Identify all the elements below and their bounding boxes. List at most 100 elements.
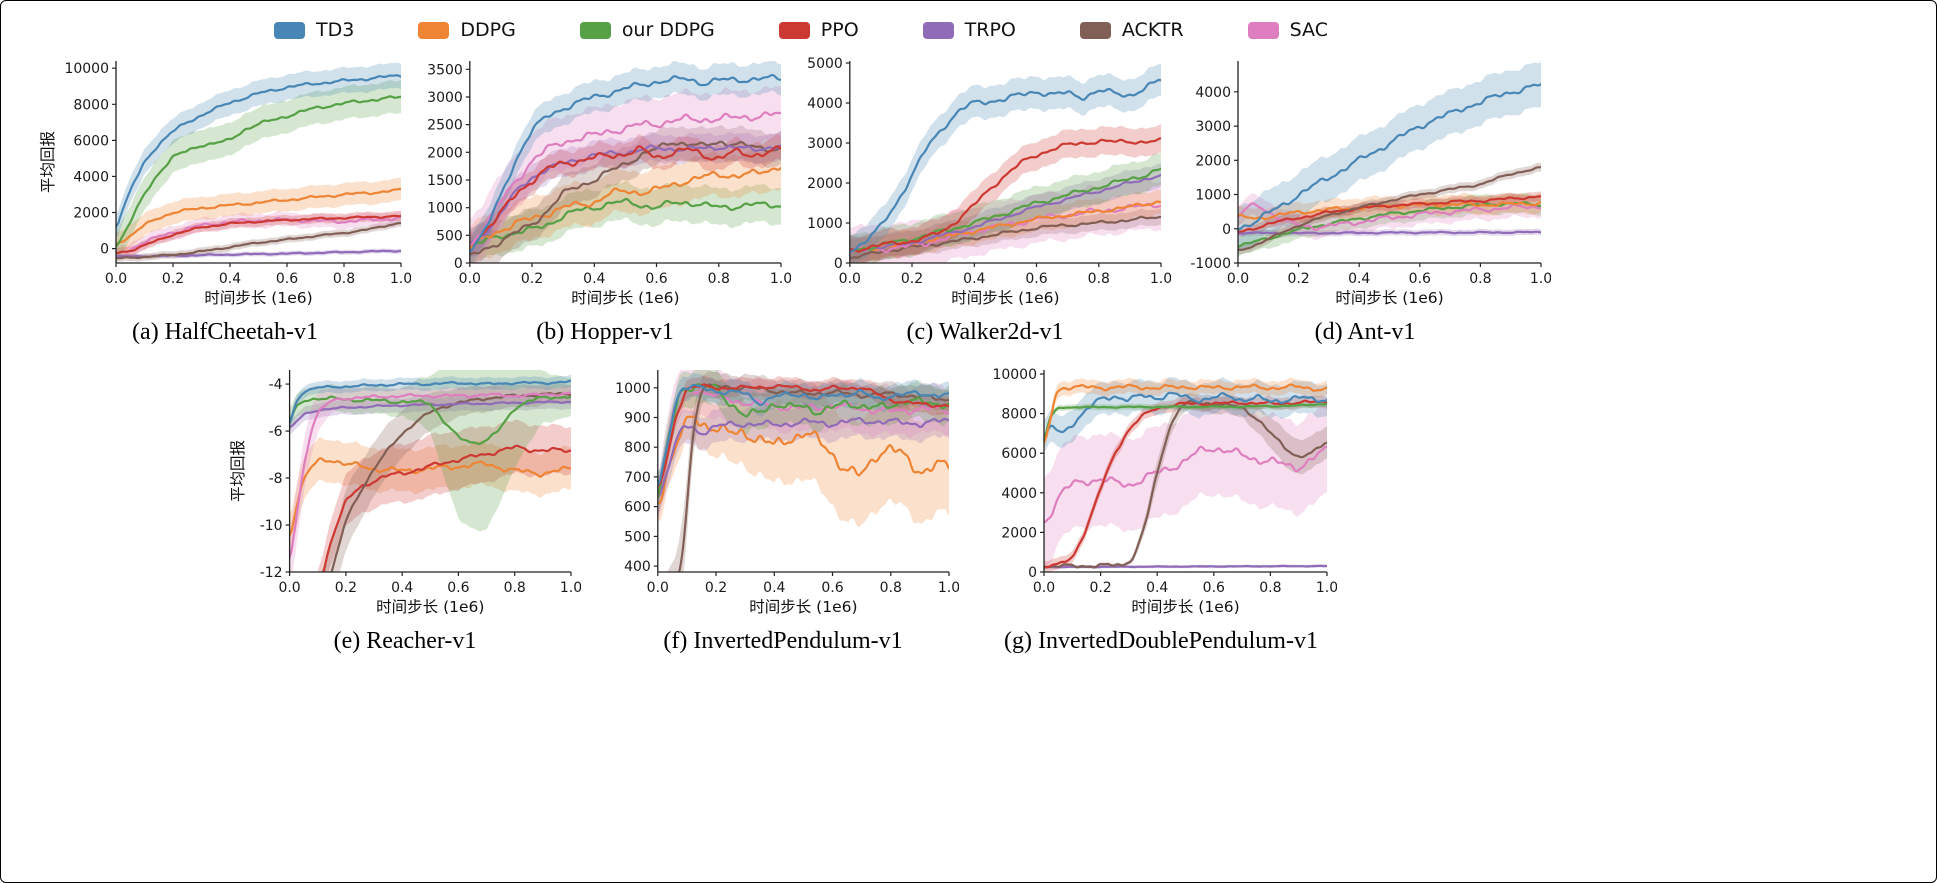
legend-swatch-td3: [274, 21, 306, 39]
y-tick-label: 1000: [807, 216, 843, 232]
y-tick-label: 4000: [73, 169, 109, 185]
y-tick-label: 4000: [807, 96, 843, 112]
y-tick-label: 800: [624, 440, 651, 456]
x-tick-label: 0.4: [391, 580, 413, 596]
legend-item-our-ddpg: our DDPG: [579, 19, 715, 41]
x-tick-label: 0.6: [645, 271, 667, 287]
invertedpendulum-sac-band: [657, 370, 949, 522]
halfcheetah-sac-band: [116, 210, 401, 260]
x-axis-label: 时间步长 (1e6): [1131, 598, 1239, 616]
x-axis-label: 时间步长 (1e6): [951, 289, 1059, 307]
y-tick-label: 2000: [73, 206, 109, 222]
y-tick-label: -8: [269, 471, 283, 487]
x-tick-label: 1.0: [1316, 580, 1337, 596]
chart-block-inverteddoublependulum: 0 2000 4000 6000 8000 10000 0.0 0.2 0.4 0.6 0.8 1.0…: [985, 362, 1337, 655]
hopper-ppo-line: [469, 145, 782, 246]
y-tick-label: 0: [1222, 222, 1231, 238]
chart-block-invertedpendulum: 400 500 600 700 800 900 1000 0.0 0.2 0.4 0.6 0.8 1.0…: [607, 362, 959, 655]
y-tick-label: 1000: [427, 201, 463, 217]
x-tick-label: 0.4: [1348, 271, 1370, 287]
halfcheetah-ddpg-line: [116, 187, 401, 245]
y-tick-label: 900: [624, 411, 651, 427]
reacher-td3-line: [289, 379, 571, 424]
x-tick-label: 0.8: [1469, 271, 1491, 287]
ant-td3-line: [1238, 83, 1541, 231]
reacher-ddpg-line: [289, 457, 571, 537]
chart-row-2: -12 -10 -8 -6 -4 0.0 0.2 0.4 0.6 0.8 1.0 时间步长 (1e6)…: [1, 362, 1601, 655]
legend-swatch-acktr: [1079, 21, 1111, 39]
y-tick-label: 600: [624, 500, 651, 516]
walker2d-td3-line: [849, 78, 1162, 253]
inverteddoublependulum-sac-band: [1044, 401, 1327, 569]
chart-ant: -1000 0 1000 2000 3000 4000 0.0 0.2 0.4 0.6 0.8 1.0…: [1190, 61, 1551, 307]
legend-item-acktr: ACKTR: [1079, 19, 1184, 41]
walker2d-our-ddpg-line: [849, 167, 1162, 252]
x-tick-label: 0.8: [504, 580, 526, 596]
x-tick-label: 0.8: [1088, 271, 1110, 287]
invertedpendulum-trpo-band: [657, 401, 949, 514]
invertedpendulum-trpo-line: [657, 416, 950, 499]
invertedpendulum-ppo-band: [657, 375, 949, 496]
x-tick-label: 0.6: [447, 580, 469, 596]
chart-halfcheetah: 0 2000 4000 6000 8000 10000 0.0 0.2 0.4 0.6 0.8 1.0…: [39, 61, 411, 307]
x-tick-label: 0.4: [1146, 580, 1168, 596]
y-tick-label: -1000: [1190, 256, 1231, 272]
hopper-td3-line: [469, 74, 782, 253]
legend-swatch-trpo: [922, 21, 954, 39]
x-tick-label: 0.0: [459, 271, 481, 287]
chart-invertedpendulum: 400 500 600 700 800 900 1000 0.0 0.2 0.4 0.6 0.8 1.0…: [615, 370, 959, 616]
x-tick-label: 0.2: [335, 580, 357, 596]
reacher-trpo-band: [289, 394, 571, 434]
x-tick-label: 0.2: [162, 271, 184, 287]
legend-label-td3: TD3: [316, 19, 355, 41]
y-tick-label: 0: [100, 242, 109, 258]
reacher-sac-band: [289, 385, 571, 572]
x-tick-label: 0.2: [521, 271, 543, 287]
hopper-ppo-band: [469, 134, 781, 257]
y-tick-label: 8000: [1001, 407, 1037, 423]
invertedpendulum-td3-band: [657, 373, 949, 498]
chart-block-ant: -1000 0 1000 2000 3000 4000 0.0 0.2 0.4 0.6 0.8 1.0…: [1179, 53, 1551, 346]
chart-inverteddoublependulum: 0 2000 4000 6000 8000 10000 0.0 0.2 0.4 0.6 0.8 1.0…: [992, 367, 1337, 616]
y-tick-label: 700: [624, 470, 651, 486]
invertedpendulum-ppo-line: [657, 383, 950, 488]
x-tick-label: 0.2: [1287, 271, 1309, 287]
hopper-our-ddpg-line: [469, 197, 782, 248]
inverteddoublependulum-ddpg-band: [1044, 377, 1327, 449]
x-tick-label: 0.0: [1033, 580, 1055, 596]
y-tick-label: 400: [624, 559, 651, 575]
legend-label-ddpg: DDPG: [460, 19, 516, 41]
x-axis-label: 时间步长 (1e6): [376, 598, 484, 616]
x-tick-label: 1.0: [770, 271, 791, 287]
y-tick-label: 5000: [807, 56, 843, 72]
legend-label-ppo: PPO: [820, 19, 859, 41]
reacher-sac-line: [289, 391, 571, 559]
hopper-trpo-band: [469, 131, 781, 258]
x-axis-label: 时间步长 (1e6): [749, 598, 857, 616]
legend-label-our-ddpg: our DDPG: [621, 19, 715, 41]
inverteddoublependulum-sac-line: [1044, 445, 1327, 524]
x-tick-label: 0.2: [705, 580, 727, 596]
x-tick-label: 0.8: [708, 271, 730, 287]
x-tick-label: 0.6: [276, 271, 298, 287]
ant-ppo-line: [1238, 195, 1541, 233]
x-tick-label: 0.8: [333, 271, 355, 287]
x-tick-label: 0.8: [880, 580, 902, 596]
chart-walker2d: 0 1000 2000 3000 4000 5000 0.0 0.2 0.4 0.6 0.8 1.0 时…: [807, 56, 1171, 307]
hopper-acktr-band: [469, 125, 781, 263]
y-tick-label: 6000: [73, 133, 109, 149]
x-tick-label: 0.6: [821, 580, 843, 596]
chart-caption-walker2d: (c) Walker2d-v1: [906, 319, 1064, 345]
y-tick-label: -10: [260, 518, 283, 534]
chart-block-reacher: -12 -10 -8 -6 -4 0.0 0.2 0.4 0.6 0.8 1.0 时间步长 (1e6)…: [229, 362, 581, 655]
chart-caption-invertedpendulum: (f) InvertedPendulum-v1: [663, 628, 903, 654]
x-tick-label: 0.0: [839, 271, 861, 287]
walker2d-sac-band: [849, 179, 1161, 263]
legend: TD3 DDPG our DDPG PPO TRPO ACKTR SAC: [1, 1, 1601, 47]
legend-item-sac: SAC: [1247, 19, 1328, 41]
walker2d-acktr-band: [849, 208, 1161, 263]
x-tick-label: 0.2: [1089, 580, 1111, 596]
y-tick-label: 8000: [73, 97, 109, 113]
chart-reacher: -12 -10 -8 -6 -4 0.0 0.2 0.4 0.6 0.8 1.0 时间步长 (1e6)…: [229, 370, 581, 616]
chart-block-halfcheetah: 0 2000 4000 6000 8000 10000 0.0 0.2 0.4 0.6 0.8 1.0…: [39, 53, 411, 346]
